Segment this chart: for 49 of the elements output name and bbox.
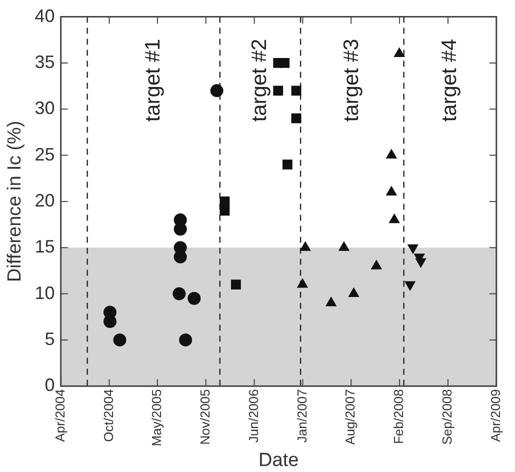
point — [280, 58, 290, 68]
x-tick-label: May/2005 — [149, 389, 164, 446]
point — [220, 206, 230, 216]
y-tick-label: 20 — [34, 190, 55, 210]
point — [291, 113, 302, 124]
annotation: target #2 — [248, 38, 272, 122]
y-tick-label: 40 — [34, 6, 55, 26]
x-tick-label: Aug/2007 — [342, 389, 358, 445]
point — [388, 213, 400, 224]
point — [338, 241, 350, 251]
point — [370, 260, 382, 270]
point — [230, 280, 241, 290]
x-tick-label: Oct/2004 — [100, 389, 116, 442]
x-tick-label: Apr/2009 — [488, 389, 503, 442]
point — [103, 314, 116, 328]
y-axis-title: Difference in Ic (%) — [4, 120, 26, 282]
y-tick-label: 25 — [34, 144, 55, 164]
y-tick-label: 15 — [34, 236, 55, 257]
x-tick-label: Sep/2008 — [440, 389, 455, 445]
y-tick-label: 35 — [34, 52, 55, 72]
y-tick-label: 5 — [44, 328, 55, 349]
point — [172, 287, 186, 300]
y-tick-label: 0 — [44, 375, 55, 396]
point — [210, 84, 224, 98]
point — [296, 278, 308, 288]
point — [179, 333, 192, 346]
point — [174, 250, 187, 264]
annotation: target #3 — [340, 38, 363, 122]
x-axis-title: Date — [258, 450, 299, 471]
point — [386, 148, 398, 159]
annotation: target #4 — [438, 38, 461, 122]
point — [386, 186, 398, 196]
y-tick-label: 30 — [34, 98, 55, 118]
point — [174, 222, 187, 236]
point — [291, 86, 302, 96]
point — [273, 86, 284, 96]
point — [300, 241, 311, 251]
x-tick-label: Jan/2007 — [294, 389, 310, 443]
point — [188, 292, 201, 305]
annotation: target #1 — [141, 38, 164, 122]
x-tick-label: Jun/2006 — [246, 389, 261, 443]
x-tick-label: Feb/2008 — [391, 389, 406, 444]
x-tick-label: Apr/2004 — [52, 389, 68, 442]
x-tick-label: Nov/2005 — [197, 389, 212, 445]
point — [348, 287, 360, 298]
point — [113, 333, 126, 346]
y-tick-label: 10 — [34, 282, 55, 303]
point — [325, 296, 337, 306]
point — [282, 160, 292, 170]
